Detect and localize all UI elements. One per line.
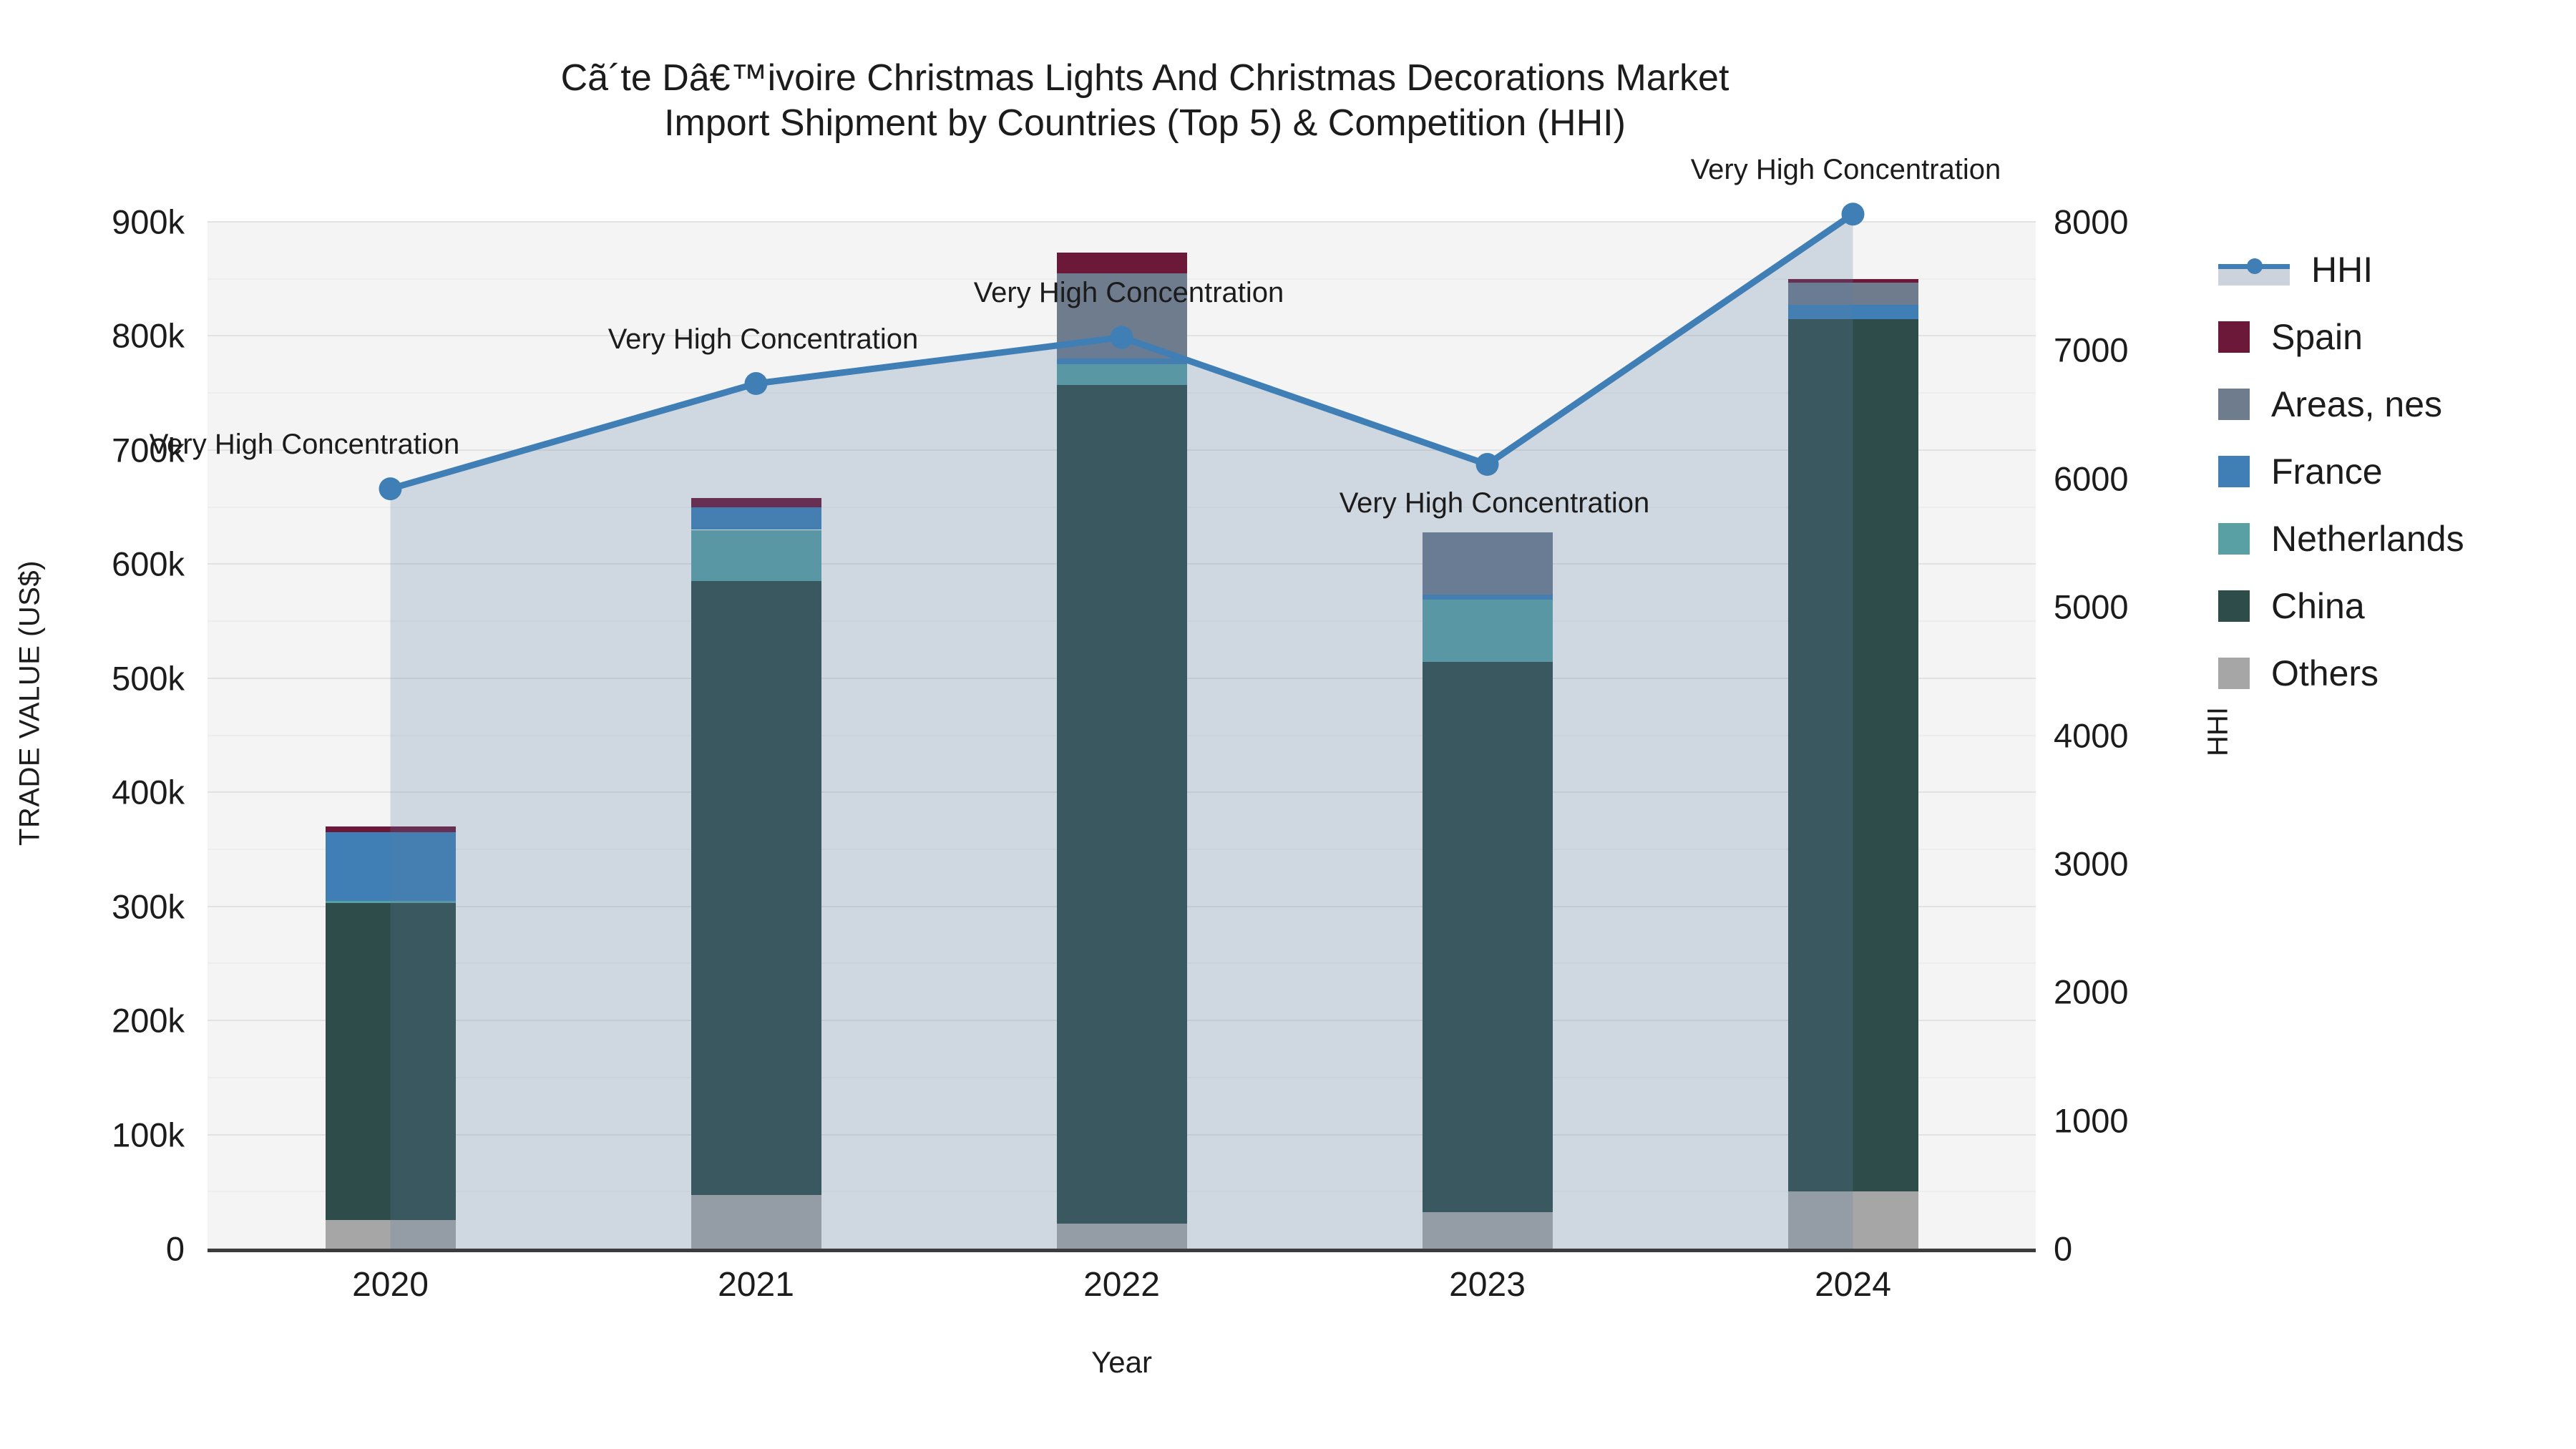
bar-segment-others[interactable] — [1422, 1211, 1553, 1249]
bar-segment-others[interactable] — [1787, 1191, 1918, 1249]
legend-color-swatch — [2218, 389, 2250, 420]
y-axis-left-tick-label: 400k — [112, 773, 185, 811]
y-axis-right-tick-label: 4000 — [2054, 716, 2129, 754]
bar-segment-france[interactable] — [1422, 595, 1553, 600]
bar-segment-others[interactable] — [325, 1220, 456, 1249]
bar-segment-china[interactable] — [691, 581, 821, 1196]
y-axis-right-tick-label: 3000 — [2054, 844, 2129, 883]
bar-segment-spain[interactable] — [325, 826, 456, 833]
legend-color-swatch — [2218, 523, 2250, 555]
bar-segment-areas-nes[interactable] — [1787, 282, 1918, 306]
bar-segment-netherlands[interactable] — [1056, 364, 1187, 385]
x-axis-tick-label: 2023 — [1449, 1266, 1526, 1304]
bar-segment-france[interactable] — [691, 507, 821, 530]
legend-item-label: Netherlands — [2271, 519, 2464, 559]
y-axis-right-tick-label: 7000 — [2054, 331, 2129, 369]
bar-stack[interactable] — [325, 222, 456, 1249]
bar-segment-france[interactable] — [325, 832, 456, 901]
bar-segment-netherlands[interactable] — [325, 900, 456, 903]
y-axis-right-tick-label: 2000 — [2054, 972, 2129, 1011]
concentration-annotation: Very High Concentration — [608, 323, 919, 355]
y-axis-left-tick-label: 500k — [112, 659, 185, 698]
bar-segment-others[interactable] — [691, 1195, 821, 1249]
y-axis-right-tick-label: 1000 — [2054, 1101, 2129, 1140]
x-axis-line — [208, 1249, 2036, 1252]
y-axis-right-tick-label: 5000 — [2054, 587, 2129, 626]
x-axis-tick-label: 2020 — [352, 1266, 429, 1304]
legend-item-label: Spain — [2271, 317, 2363, 357]
x-axis-title: Year — [1091, 1345, 1152, 1379]
bar-segment-spain[interactable] — [1787, 278, 1918, 283]
y-axis-right-tick-label: 0 — [2054, 1229, 2073, 1268]
legend-item-hhi[interactable]: HHI — [2218, 236, 2562, 303]
y-axis-right-tick-label: 6000 — [2054, 459, 2129, 498]
bar-stack[interactable] — [691, 222, 821, 1249]
chart-title: Cã´te Dâ€™ivoire Christmas Lights And Ch… — [560, 57, 1729, 145]
legend-item-netherlands[interactable]: Netherlands — [2218, 505, 2562, 572]
y-axis-left-tick-label: 600k — [112, 545, 185, 583]
y-axis-left-tick-label: 300k — [112, 887, 185, 926]
x-axis-tick-label: 2022 — [1083, 1266, 1160, 1304]
y-axis-left-ticks: 0 100k 200k 300k 400k 500k 600k 700k 800k 900k — [43, 203, 249, 1268]
legend-item-label: Others — [2271, 653, 2379, 693]
bar-segment-others[interactable] — [1056, 1223, 1187, 1249]
legend-color-swatch — [2218, 456, 2250, 487]
bar-segment-france[interactable] — [1056, 358, 1187, 365]
legend-color-swatch — [2218, 658, 2250, 689]
legend-color-swatch — [2218, 590, 2250, 622]
chart-legend: HHI Spain Areas, nes France Netherlands China… — [2218, 236, 2562, 707]
y-axis-left-tick-label: 100k — [112, 1116, 185, 1154]
bar-segment-netherlands[interactable] — [1422, 599, 1553, 663]
bar-segment-china[interactable] — [325, 902, 456, 1221]
y-axis-left-tick-label: 200k — [112, 1001, 185, 1040]
legend-item-others[interactable]: Others — [2218, 640, 2562, 707]
concentration-annotation: Very High Concentration — [1690, 154, 2001, 186]
legend-item-label: HHI — [2311, 250, 2373, 290]
y-axis-left-tick-label: 0 — [165, 1229, 185, 1268]
y-axis-left-tick-label: 700k — [112, 431, 185, 469]
legend-item-spain[interactable]: Spain — [2218, 303, 2562, 371]
bar-segment-china[interactable] — [1787, 318, 1918, 1192]
bar-stack[interactable] — [1787, 222, 1918, 1249]
bar-segment-china[interactable] — [1056, 385, 1187, 1224]
bar-segment-spain[interactable] — [1056, 253, 1187, 273]
legend-item-label: Areas, nes — [2271, 384, 2443, 424]
bar-stack[interactable] — [1422, 222, 1553, 1249]
y-axis-right-tick-label: 8000 — [2054, 203, 2129, 241]
bar-segment-china[interactable] — [1422, 662, 1553, 1212]
legend-item-label: France — [2271, 452, 2383, 492]
legend-item-france[interactable]: France — [2218, 438, 2562, 505]
x-axis-tick-label: 2021 — [718, 1266, 794, 1304]
bar-stack[interactable] — [1056, 222, 1187, 1249]
y-axis-right-ticks: 0 1000 2000 3000 4000 5000 6000 7000 8000 — [2054, 203, 2225, 1268]
concentration-annotation: Very High Concentration — [1339, 487, 1650, 519]
legend-item-label: China — [2271, 586, 2365, 626]
bar-segment-france[interactable] — [1787, 305, 1918, 319]
concentration-annotation: Very High Concentration — [973, 277, 1284, 309]
bar-segment-spain[interactable] — [691, 497, 821, 507]
legend-item-areas-nes[interactable]: Areas, nes — [2218, 371, 2562, 438]
y-axis-left-title: TRADE VALUE (US$) — [14, 560, 46, 846]
legend-item-china[interactable]: China — [2218, 572, 2562, 640]
bar-segment-areas-nes[interactable] — [1422, 532, 1553, 595]
y-axis-left-tick-label: 800k — [112, 316, 185, 355]
legend-color-swatch — [2218, 321, 2250, 353]
legend-line-icon — [2218, 254, 2290, 286]
x-axis-tick-label: 2024 — [1815, 1266, 1891, 1304]
concentration-annotation: Very High Concentration — [149, 429, 460, 461]
y-axis-left-tick-label: 900k — [112, 203, 185, 241]
plot-area: Very High Concentration Very High Concent… — [150, 154, 2036, 1249]
x-axis-ticks: 2020 2021 2022 2023 2024 — [208, 1265, 2036, 1322]
bar-segment-netherlands[interactable] — [691, 530, 821, 582]
